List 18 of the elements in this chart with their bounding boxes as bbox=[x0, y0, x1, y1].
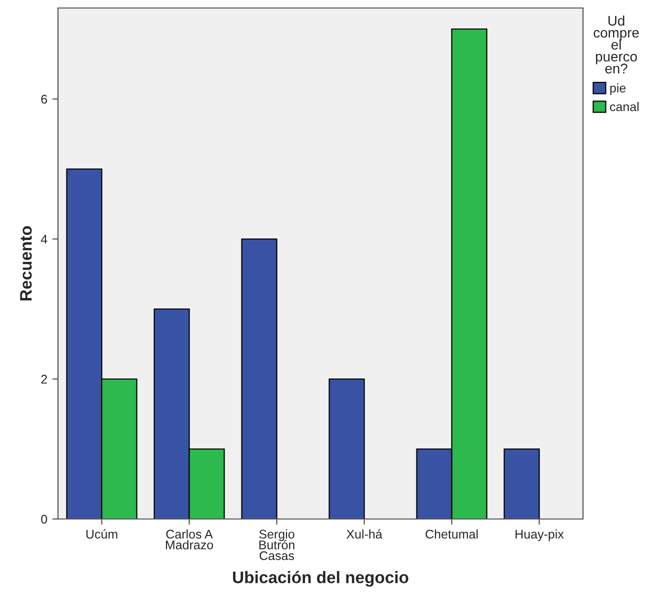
bar bbox=[241, 238, 278, 519]
y-axis-title: Recuento bbox=[20, 226, 32, 300]
y-tick-label: 0 bbox=[41, 514, 48, 524]
x-tick-label: Huay-pix bbox=[516, 529, 564, 542]
y-tick-label: 2 bbox=[41, 374, 47, 384]
x-tick-label: Ucúm bbox=[86, 529, 118, 539]
y-tick-label: 4 bbox=[40, 234, 48, 244]
y-tick-label: 6 bbox=[41, 94, 48, 104]
legend-label: pie bbox=[610, 83, 626, 95]
legend-label: canal bbox=[610, 102, 639, 112]
x-tick-label: Xul-há bbox=[346, 529, 382, 539]
x-tick-label: Chetumal bbox=[426, 529, 478, 539]
x-axis-title: Ubicación del negocio bbox=[233, 570, 408, 587]
bar bbox=[504, 448, 540, 519]
legend-title: Ud compre el puerco en? bbox=[594, 16, 639, 74]
x-tick-label: Carlos A Madrazo bbox=[166, 529, 214, 550]
x-tick-label: Sergio Butrón Casas bbox=[259, 529, 294, 560]
bar bbox=[328, 378, 365, 519]
